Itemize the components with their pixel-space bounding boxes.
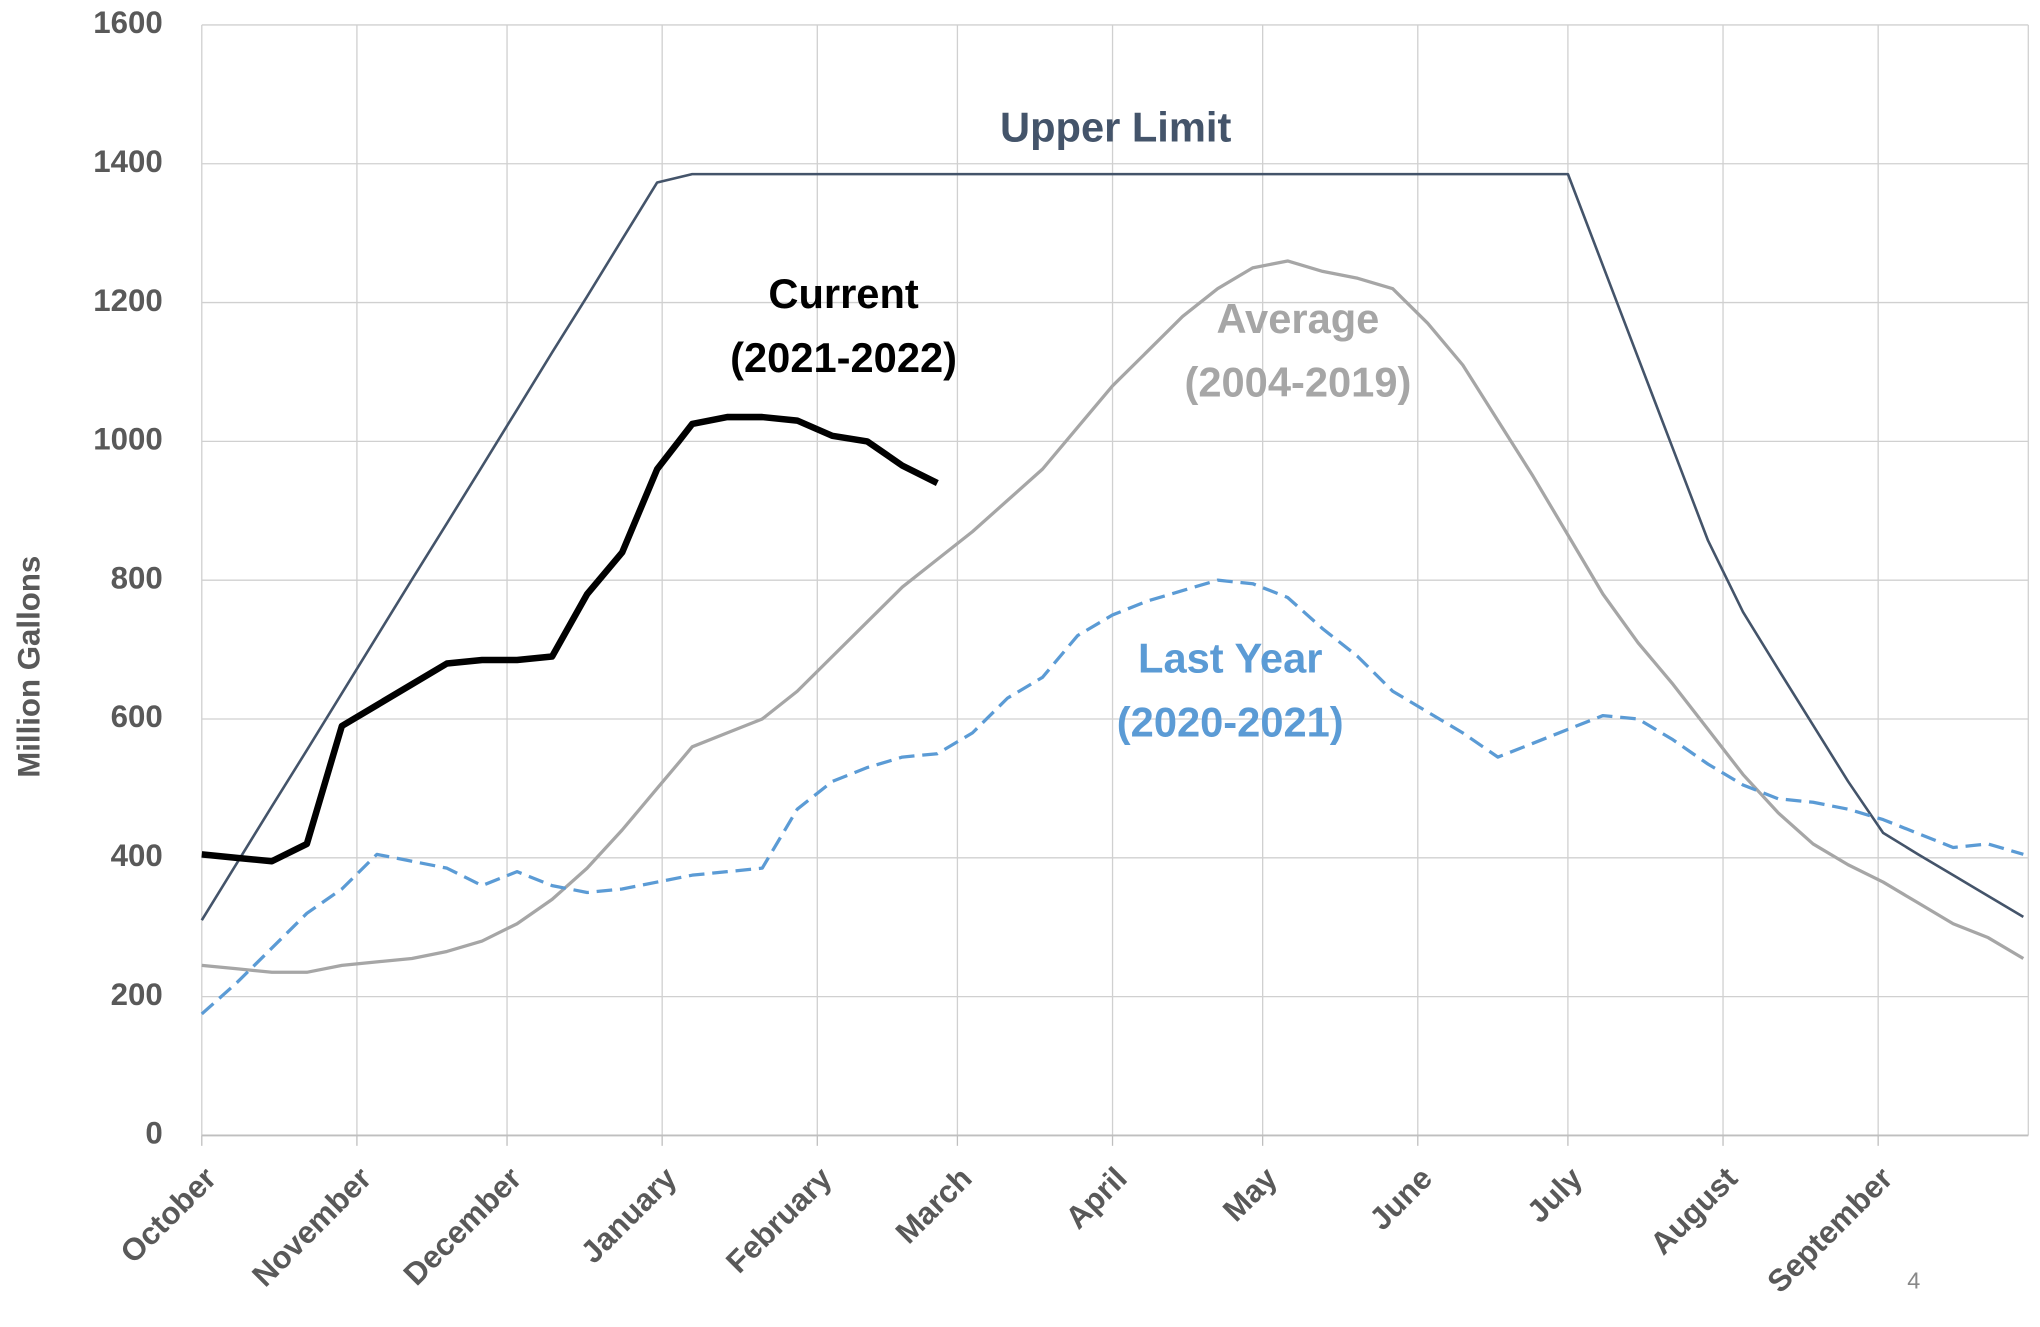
x-tick-label: November	[245, 1161, 378, 1294]
series-line	[200, 578, 2024, 1016]
y-tick-label: 800	[111, 560, 163, 595]
series-label: Last Year	[1138, 635, 1322, 682]
y-axis-label: Million Gallons	[11, 556, 46, 778]
page-number: 4	[1907, 1268, 1920, 1294]
x-tick-label: October	[114, 1161, 223, 1270]
series-label: Current	[768, 270, 919, 317]
series-line	[201, 259, 2025, 974]
y-tick-label: 1000	[93, 422, 162, 457]
y-tick-label: 1400	[93, 144, 162, 179]
series-period: (2021-2022)	[730, 334, 957, 381]
x-tick-label: April	[1059, 1161, 1134, 1236]
series-line	[200, 172, 2024, 921]
y-tick-label: 1600	[93, 5, 162, 40]
y-tick-label: 1200	[93, 283, 162, 318]
series-period: (2004-2019)	[1185, 359, 1412, 406]
y-tick-label: 400	[111, 838, 163, 873]
y-tick-label: 200	[111, 977, 163, 1012]
series-line	[201, 413, 939, 865]
x-tick-label: August	[1643, 1160, 1744, 1261]
x-tick-label: June	[1363, 1161, 1439, 1237]
series-period: (2020-2021)	[1117, 698, 1344, 745]
series-label: Upper Limit	[1000, 103, 1231, 150]
x-tick-label: February	[719, 1160, 839, 1280]
x-tick-label: December	[397, 1161, 529, 1293]
y-tick-label: 0	[145, 1116, 162, 1151]
series-label: Average	[1217, 295, 1380, 342]
x-tick-label: May	[1216, 1160, 1284, 1228]
x-tick-label: September	[1760, 1161, 1899, 1300]
x-tick-label: March	[889, 1161, 979, 1251]
x-tick-label: July	[1520, 1160, 1589, 1229]
y-tick-label: 600	[111, 699, 163, 734]
x-tick-label: January	[574, 1160, 684, 1270]
